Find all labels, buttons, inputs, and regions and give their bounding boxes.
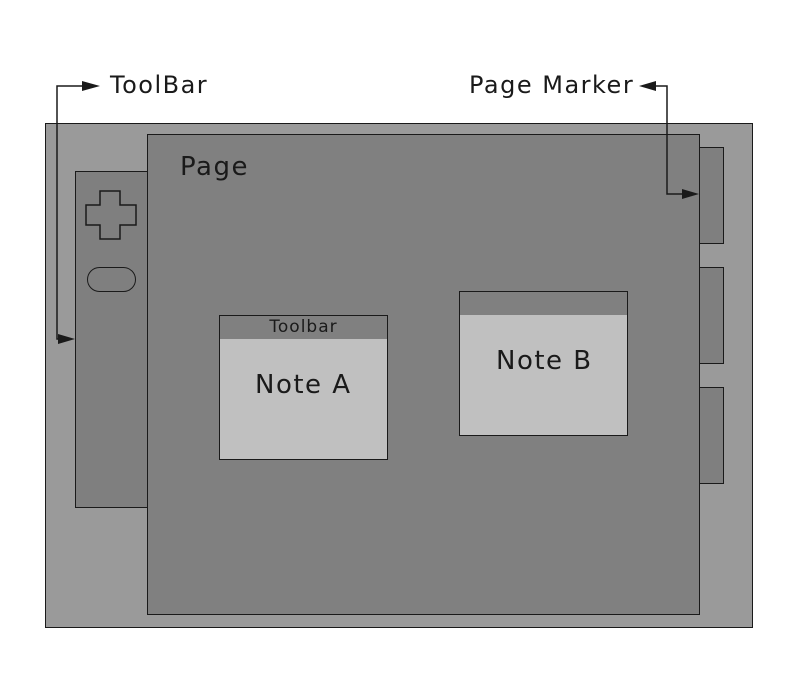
oval-button[interactable] xyxy=(87,267,136,292)
note-b-title: Note B xyxy=(496,346,593,376)
note-a-title: Note A xyxy=(255,370,352,400)
toolbar-callout-label: ToolBar xyxy=(110,71,209,99)
page-marker-tab[interactable] xyxy=(699,387,724,484)
page-marker-tab[interactable] xyxy=(699,267,724,364)
page-label: Page xyxy=(180,152,249,182)
plus-icon[interactable] xyxy=(85,190,137,240)
note-b-body[interactable] xyxy=(459,315,628,436)
toolbar-callout-arrow xyxy=(56,81,100,344)
page-marker-callout-arrow xyxy=(639,81,699,199)
page-marker-tab[interactable] xyxy=(699,147,724,244)
note-a-body[interactable] xyxy=(219,339,388,460)
page-marker-callout-label: Page Marker xyxy=(469,71,635,99)
